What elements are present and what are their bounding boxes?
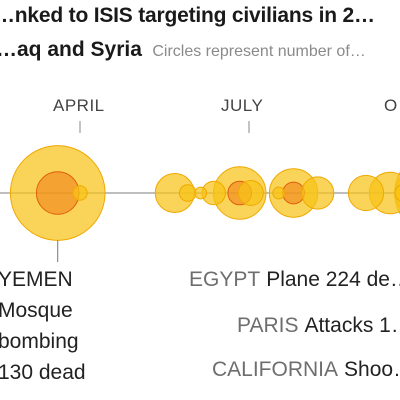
annotation-paris-text: Attacks 1… (304, 314, 400, 337)
bubble-11 (347, 174, 385, 212)
bubble-3 (178, 184, 197, 202)
bubble-1 (72, 185, 88, 201)
annotation-egypt-text: Plane 224 de… (266, 268, 400, 291)
bubble-7 (237, 180, 264, 206)
annotation-california-place: CALIFORNIA (212, 358, 339, 381)
chart-title: …nked to ISIS targeting civilians in 2… (0, 4, 375, 27)
x-tick-label-april: APRIL (53, 96, 105, 115)
annotation-egypt: EGYPT Plane 224 de… (189, 268, 400, 292)
chart-note: Circles represent number of… (152, 43, 366, 60)
bubble-4 (194, 186, 208, 200)
bubble-13 (394, 184, 400, 202)
annotation-yemen-place: YEMEN (0, 268, 73, 291)
annotation-paris-place: PARIS (237, 314, 299, 337)
bubble-10 (301, 176, 335, 210)
x-tick-label-october: O… (384, 96, 400, 115)
chart-subtitle: …aq and Syria (0, 38, 142, 61)
annotation-yemen-line-1: Mosque (0, 299, 73, 322)
bubble-8 (272, 186, 286, 200)
annotation-yemen-line-3: 130 dead (0, 361, 86, 384)
annotation-yemen-line-2: bombing (0, 330, 79, 353)
x-tick-label-july: JULY (221, 96, 264, 115)
chart-subtitle-row: …aq and Syria Circles represent number o… (0, 38, 366, 62)
annotation-california-text: Shoo… (344, 358, 400, 381)
annotation-egypt-place: EGYPT (189, 268, 261, 291)
